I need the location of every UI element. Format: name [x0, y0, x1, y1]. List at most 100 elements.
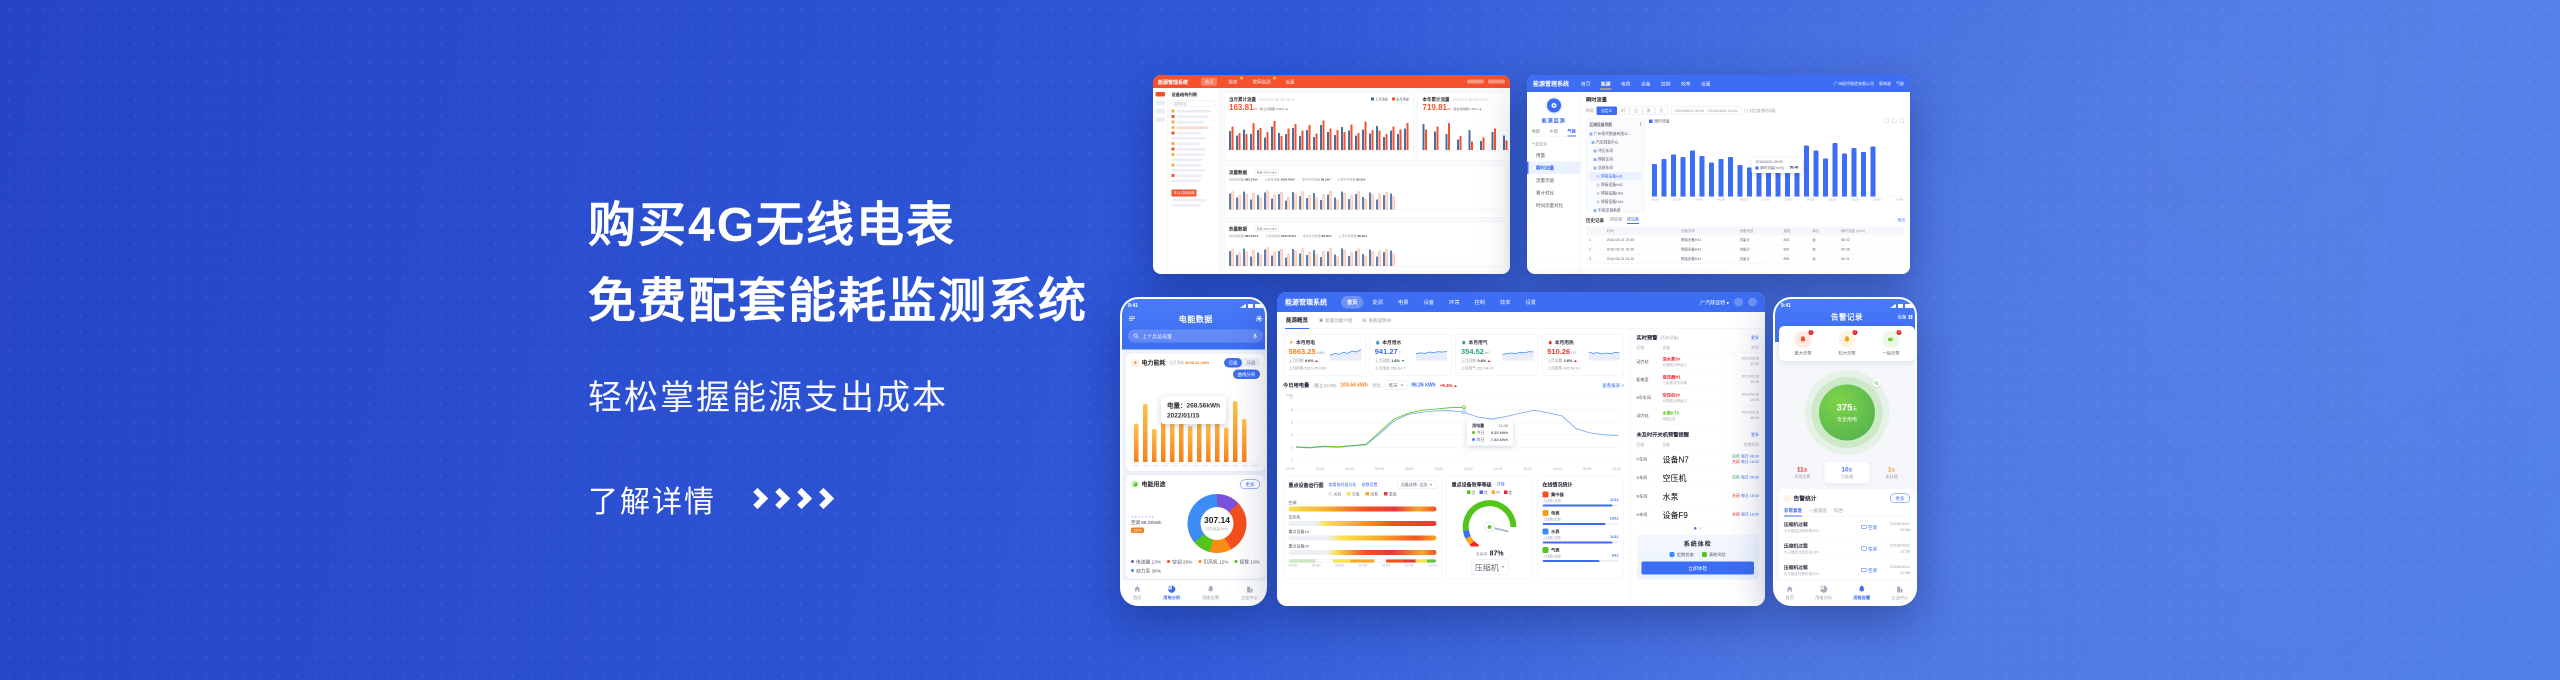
energy-tab[interactable]: 电能: [1531, 128, 1541, 134]
tab-bell[interactable]: 用能告警: [1202, 585, 1219, 601]
device-tag[interactable]: 空调: [1848, 524, 1891, 531]
alarm-tab[interactable]: 一般紧急: [1809, 508, 1828, 513]
history-tab[interactable]: 按设备: [1627, 217, 1640, 224]
tab-home[interactable]: 首页: [1133, 585, 1141, 601]
company-select[interactable]: 广汽菲亚特 ▾: [1700, 300, 1729, 306]
alerts-more-link[interactable]: 更多: [1751, 335, 1759, 341]
tree-item[interactable]: [1171, 153, 1217, 156]
view-report-link[interactable]: 查看报表 >: [1602, 383, 1624, 388]
tree-item[interactable]: [1171, 120, 1217, 124]
dash-c-nav-item[interactable]: 控制: [1474, 299, 1486, 306]
energy-tag[interactable]: 气能: [1896, 81, 1904, 86]
alarm-type-1[interactable]: 2 较大告警: [1825, 330, 1869, 356]
user-name[interactable]: 郭海波: [1879, 81, 1891, 86]
tree-node[interactable]: 焊接设备H41: [1589, 172, 1642, 181]
dash-a-nav-item[interactable]: 设置: [1285, 79, 1295, 85]
tree-item[interactable]: [1171, 126, 1217, 129]
mini-nav-chip[interactable]: [1155, 92, 1165, 97]
dash-c-nav-item[interactable]: 设置: [1525, 299, 1537, 306]
tree-node[interactable]: 总装车间: [1590, 164, 1642, 173]
report-pill[interactable]: 月报: [1246, 360, 1256, 366]
tab-energy-overview[interactable]: 能源概览: [1285, 312, 1309, 329]
sidebar-menu-item[interactable]: 瞬时流量: [1527, 161, 1581, 174]
compressor-select[interactable]: 压缩机: [1470, 559, 1509, 575]
mic-icon[interactable]: [1252, 333, 1258, 339]
tree-node[interactable]: 冲压车间: [1590, 147, 1642, 156]
tab-home[interactable]: 首页: [1786, 585, 1794, 601]
alarm-tab[interactable]: 综合: [1834, 508, 1844, 513]
dash-c-nav-item[interactable]: 首页: [1341, 295, 1364, 309]
dash-c-nav-item[interactable]: 能源: [1372, 299, 1384, 306]
tab-bell[interactable]: 用能告警: [1853, 585, 1870, 601]
dash-a-nav-item[interactable]: 管网监测: [1249, 76, 1277, 86]
tab-pie[interactable]: 用电分析: [1163, 585, 1180, 601]
link-manual[interactable]: ▤ 系统说明书: [1362, 317, 1392, 324]
tree-item[interactable]: [1171, 142, 1217, 145]
device-tag[interactable]: 空调: [1848, 567, 1891, 574]
learn-more-link[interactable]: 了解详情: [588, 477, 1088, 521]
alarm-type-2[interactable]: 4 一般告警: [1869, 330, 1913, 356]
time-analysis-link[interactable]: 查看各时段分析: [1328, 482, 1357, 488]
device-select[interactable]: 设备选择: 全选: [1396, 480, 1437, 489]
tree-item[interactable]: [1171, 109, 1217, 113]
dash-a-nav-item[interactable]: 首页: [1201, 77, 1218, 86]
tree-item[interactable]: [1171, 169, 1217, 172]
curve-analysis-button[interactable]: 曲线分析: [1232, 369, 1260, 379]
alarm-icon[interactable]: [1734, 297, 1743, 307]
alarm-tab[interactable]: 非常紧急: [1784, 507, 1803, 517]
dash-a-search-input[interactable]: 模糊查找: [1171, 100, 1216, 107]
chart-tool-icons[interactable]: [1884, 118, 1904, 123]
tree-item[interactable]: [1171, 179, 1217, 182]
energy-tab[interactable]: 水能: [1549, 128, 1558, 134]
history-tab[interactable]: 按区域: [1610, 217, 1623, 222]
export-link[interactable]: 导出: [1897, 218, 1906, 223]
dash-b-nav-item[interactable]: 首页: [1581, 81, 1591, 88]
sidebar-menu-item[interactable]: 流量示值: [1536, 178, 1555, 183]
more-button[interactable]: 更多: [1889, 493, 1910, 503]
param-settings-link[interactable]: 参数设置: [1361, 482, 1378, 488]
search-input[interactable]: 上个月总电量: [1128, 329, 1263, 343]
mini-nav-chip[interactable]: [1155, 100, 1165, 105]
tab-building[interactable]: 企业中心: [1241, 585, 1258, 601]
tab-pie[interactable]: 用电分析: [1815, 585, 1832, 601]
tree-node[interactable]: 中央空调系统: [1590, 206, 1642, 212]
dash-c-nav-item[interactable]: 效率: [1500, 299, 1511, 306]
tree-item[interactable]: [1171, 158, 1217, 161]
tree-item[interactable]: [1171, 147, 1217, 151]
pagination-dots[interactable]: [1637, 527, 1760, 530]
link-new-features[interactable]: ▣ 新版功能介绍: [1319, 317, 1353, 324]
user-avatar[interactable]: [1748, 297, 1757, 307]
energy-tab[interactable]: 气能: [1567, 128, 1576, 137]
tree-item[interactable]: [1171, 137, 1217, 140]
compare-select[interactable]: 昨天: [1384, 380, 1408, 390]
tree-item[interactable]: [1171, 115, 1217, 118]
time-granularity-pill[interactable]: 月: [1655, 106, 1668, 115]
mini-nav-chip[interactable]: [1155, 117, 1165, 122]
collapse-icon[interactable]: ⟨: [1640, 122, 1642, 127]
dash-b-nav-item[interactable]: 效率: [1681, 81, 1691, 88]
tree-item[interactable]: [1171, 163, 1217, 167]
tree-node[interactable]: 汽车制造中心: [1590, 138, 1642, 147]
time-granularity-pill[interactable]: 周: [1642, 106, 1655, 115]
time-granularity-pill[interactable]: 时: [1616, 106, 1630, 115]
tab-building[interactable]: 企业中心: [1891, 585, 1908, 601]
dash-b-nav-item[interactable]: 设置: [1701, 81, 1711, 88]
dash-c-nav-item[interactable]: 设备: [1423, 299, 1435, 306]
details-link[interactable]: 详情: [1496, 482, 1505, 487]
mini-nav-chip[interactable]: [1155, 109, 1165, 114]
sidebar-menu-item[interactable]: 时间流量对比: [1536, 203, 1564, 208]
dash-c-nav-item[interactable]: 环境: [1449, 299, 1460, 306]
time-granularity-pill[interactable]: 日: [1629, 106, 1643, 115]
device-filter-button[interactable]: 设备: [1897, 314, 1913, 321]
month-select[interactable]: 月份 2017-06 ▾: [1254, 225, 1280, 232]
dash-b-nav-item[interactable]: 电费: [1621, 81, 1631, 88]
month-select[interactable]: 月份 2017-06 ▾: [1254, 169, 1280, 176]
tree-node[interactable]: 焊接设备H42: [1590, 181, 1642, 190]
report-pill[interactable]: 日报: [1223, 358, 1242, 368]
tree-node[interactable]: 焊接设备H43: [1590, 189, 1642, 198]
more-button[interactable]: 更多: [1239, 479, 1260, 489]
tree-item[interactable]: [1171, 131, 1217, 135]
device-tag[interactable]: 空调: [1848, 545, 1891, 552]
dash-c-nav-item[interactable]: 电费: [1398, 299, 1409, 306]
sidebar-menu-item[interactable]: 累计对比: [1536, 190, 1555, 196]
